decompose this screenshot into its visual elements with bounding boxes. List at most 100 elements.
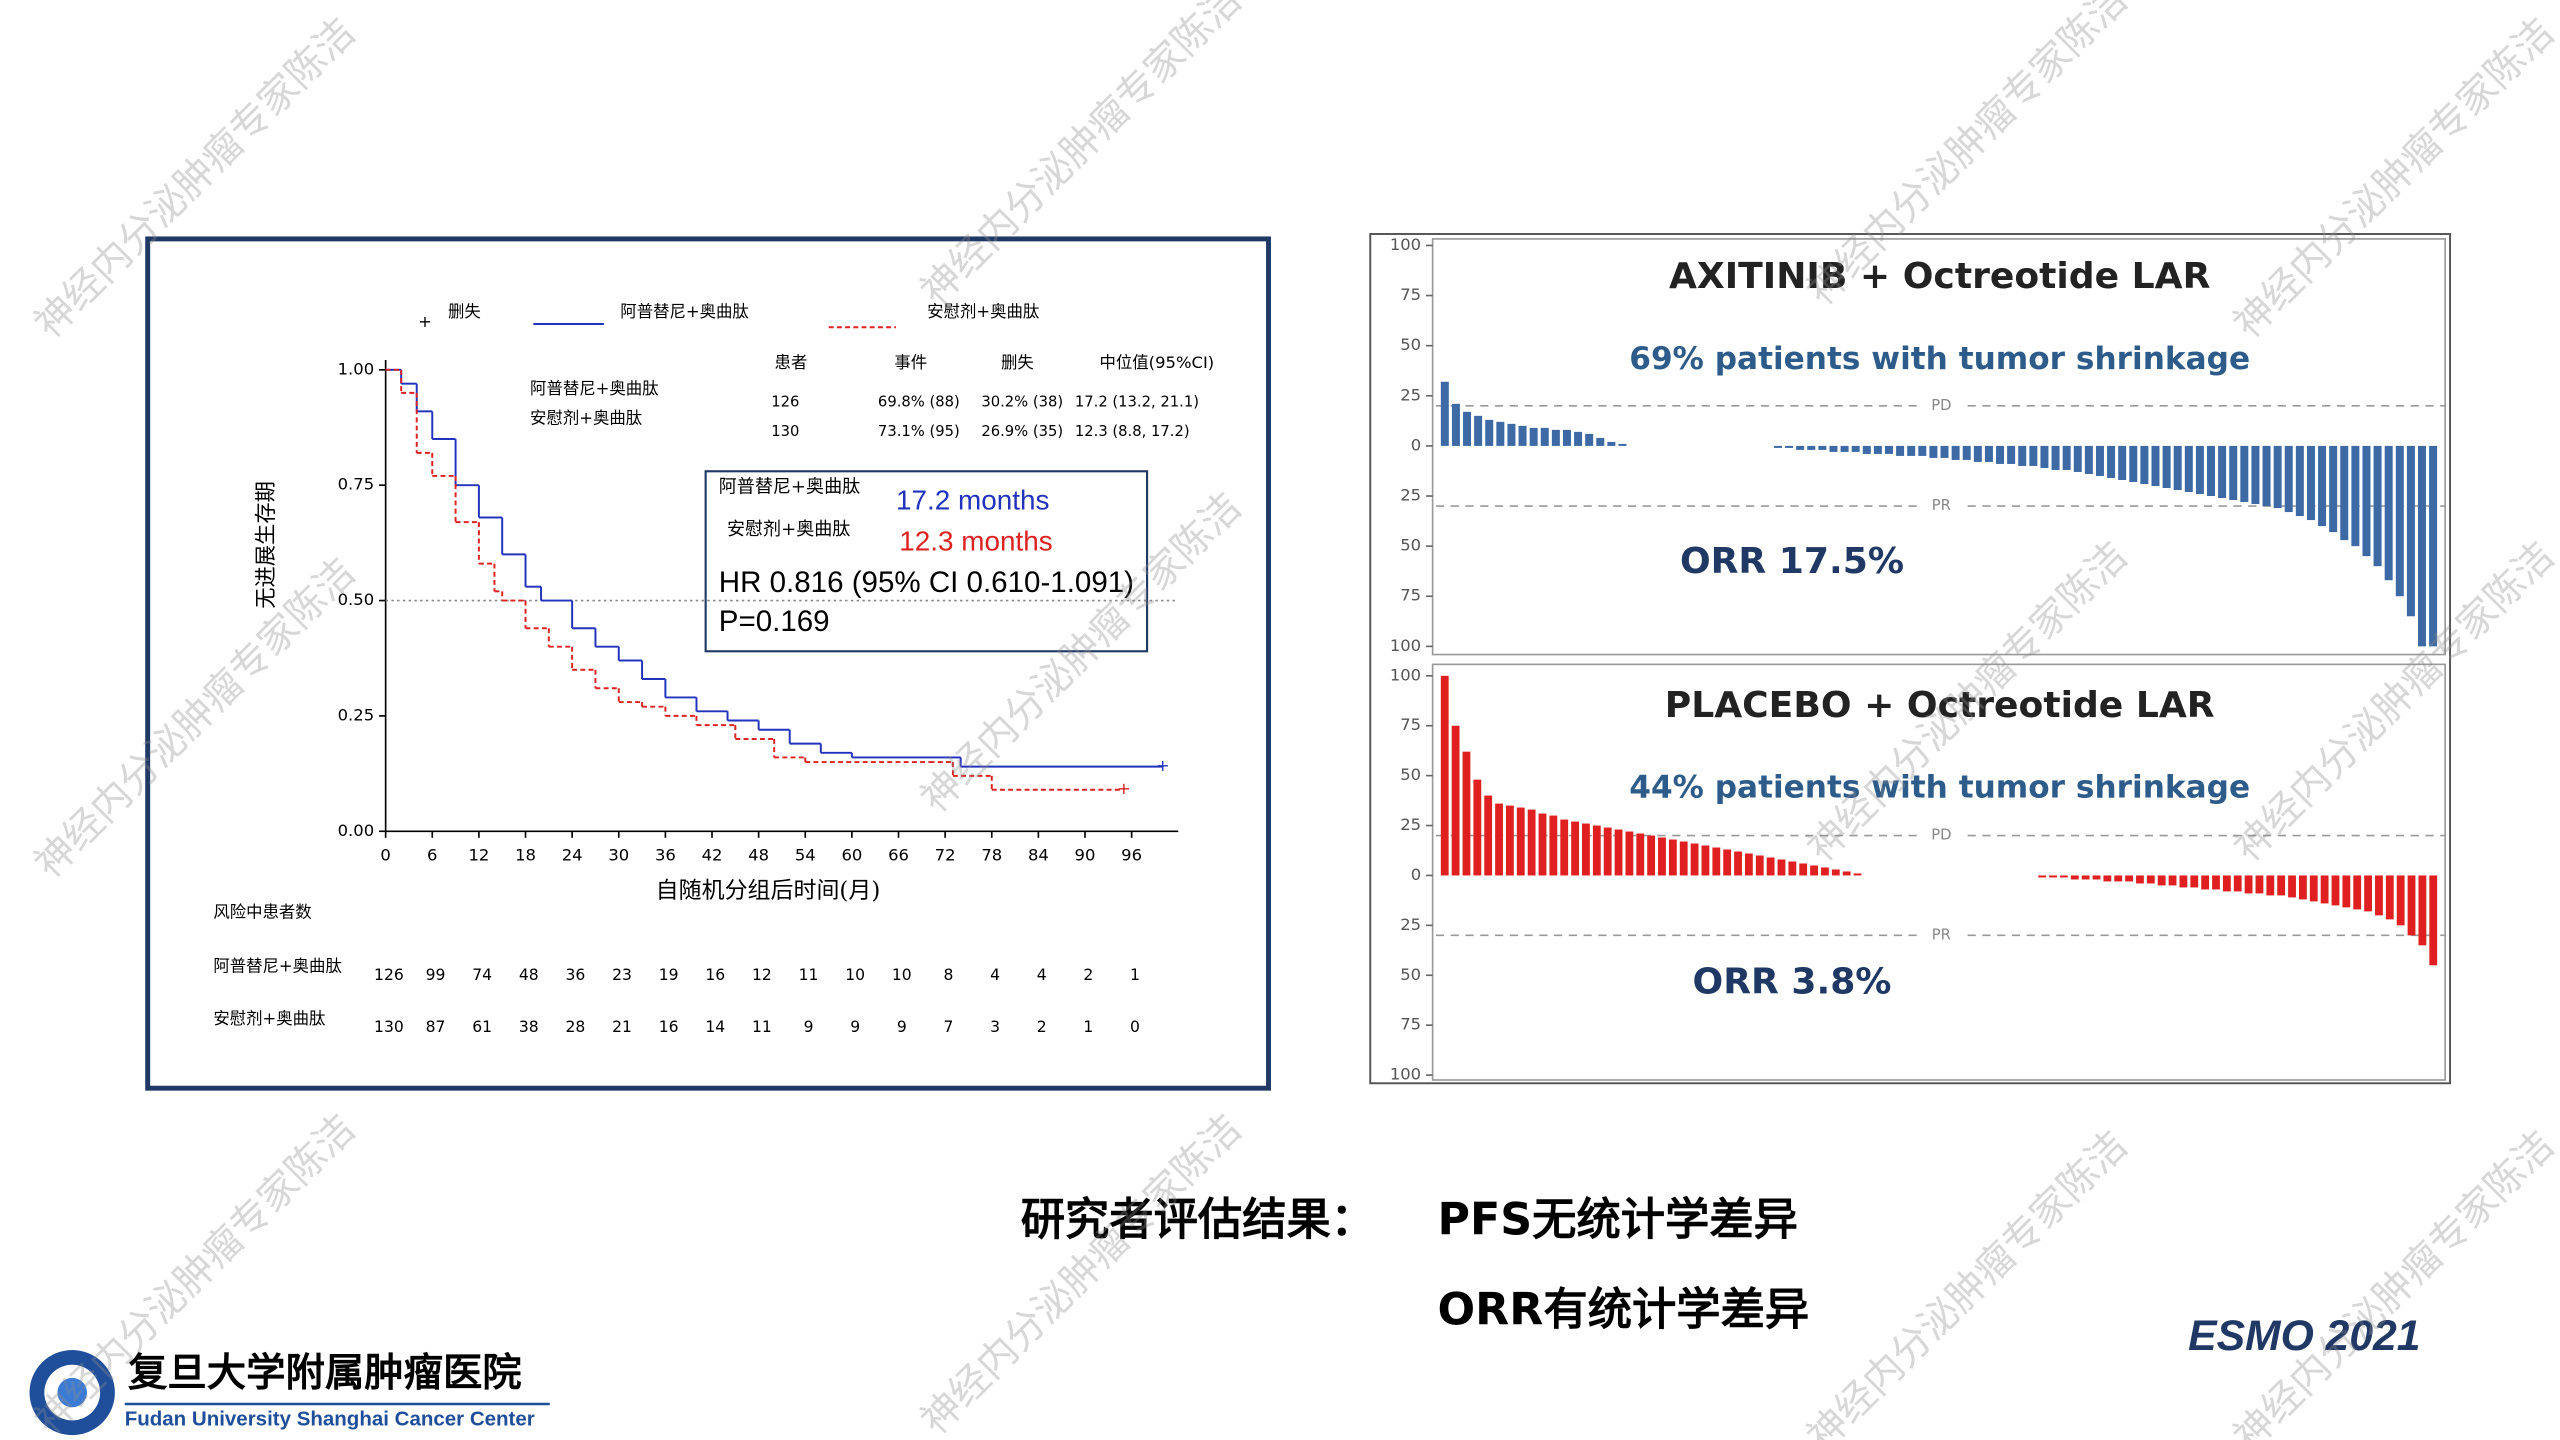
bar bbox=[1571, 821, 1579, 876]
reference-label: PR bbox=[1932, 497, 1951, 514]
bar bbox=[1929, 445, 1938, 458]
bar bbox=[2288, 875, 2296, 898]
bar bbox=[1951, 445, 1960, 460]
x-tick-label: 36 bbox=[655, 845, 676, 864]
bar bbox=[1962, 445, 1971, 460]
bar bbox=[1607, 441, 1616, 446]
bar bbox=[1551, 429, 1560, 446]
bar bbox=[2184, 445, 2193, 493]
bar bbox=[2218, 445, 2227, 499]
bar bbox=[2195, 445, 2204, 495]
x-tick-label: 54 bbox=[795, 845, 816, 864]
conference: ESMO 2021 bbox=[2188, 1312, 2420, 1360]
y-tick-label: 0.00 bbox=[338, 821, 375, 840]
legend-label: 删失 bbox=[448, 302, 481, 321]
bar bbox=[2129, 445, 2138, 482]
bar bbox=[2007, 445, 2016, 464]
legend-label: 安慰剂+奥曲肽 bbox=[927, 302, 1039, 321]
risk-count: 9 bbox=[804, 1018, 814, 1036]
y-tick-label: 75 bbox=[1400, 715, 1421, 734]
bar bbox=[1636, 833, 1645, 876]
x-tick-label: 66 bbox=[888, 845, 909, 864]
bar bbox=[1907, 445, 1916, 456]
table-header: 事件 bbox=[894, 353, 927, 372]
bar bbox=[2095, 445, 2104, 476]
bar bbox=[2151, 445, 2160, 486]
bar bbox=[1723, 849, 1732, 876]
y-tick-label: 0 bbox=[1411, 865, 1421, 884]
bar bbox=[1451, 403, 1460, 446]
bar bbox=[2429, 875, 2438, 966]
bar bbox=[2395, 445, 2404, 597]
table-cell: 73.1% (95) bbox=[878, 423, 960, 440]
risk-count: 0 bbox=[1130, 1018, 1140, 1036]
bar bbox=[1788, 861, 1797, 876]
y-tick-label: 0 bbox=[1411, 435, 1421, 454]
orr-annotation: ORR 17.5% bbox=[1680, 540, 1904, 582]
bar bbox=[1585, 433, 1594, 446]
bar bbox=[2309, 875, 2318, 902]
y-tick-label: 50 bbox=[1400, 965, 1421, 984]
bar bbox=[1614, 829, 1623, 876]
bar bbox=[1777, 859, 1786, 876]
bar bbox=[2262, 445, 2271, 507]
risk-count: 11 bbox=[799, 966, 819, 984]
bar bbox=[1873, 445, 1882, 454]
risk-row-label: 安慰剂+奥曲肽 bbox=[213, 1009, 325, 1028]
bar bbox=[1701, 845, 1710, 876]
bar bbox=[1821, 867, 1829, 876]
risk-count: 99 bbox=[426, 966, 446, 984]
waterfall-frame bbox=[1369, 233, 2452, 1085]
bar bbox=[1829, 445, 1838, 452]
bar bbox=[2029, 445, 2038, 466]
risk-title: 风险中患者数 bbox=[213, 903, 311, 922]
km-frame bbox=[145, 236, 1271, 1091]
bar bbox=[2364, 875, 2372, 912]
risk-count: 130 bbox=[374, 1018, 404, 1036]
bar bbox=[1560, 819, 1569, 876]
bar bbox=[2040, 445, 2049, 468]
bar bbox=[1690, 843, 1699, 876]
bar bbox=[2051, 445, 2060, 470]
table-cell: 130 bbox=[771, 423, 799, 440]
bar bbox=[1507, 423, 1516, 446]
bar bbox=[2233, 875, 2242, 892]
y-tick-label: 25 bbox=[1400, 815, 1421, 834]
risk-count: 1 bbox=[1083, 1018, 1093, 1036]
box-label: 阿普替尼+奥曲肽 bbox=[719, 477, 860, 498]
bar bbox=[1851, 445, 1860, 452]
bar bbox=[2373, 445, 2382, 567]
reference-label-bg bbox=[1920, 927, 1963, 944]
bar bbox=[1603, 827, 1612, 876]
bar bbox=[1529, 427, 1538, 446]
y-tick-label: 25 bbox=[1400, 915, 1421, 934]
bar bbox=[1658, 837, 1666, 876]
risk-count: 7 bbox=[943, 1018, 953, 1036]
bar bbox=[1496, 421, 1505, 446]
bar bbox=[2407, 875, 2416, 936]
risk-count: 48 bbox=[519, 966, 539, 984]
bar bbox=[1592, 825, 1601, 876]
bar bbox=[1440, 675, 1449, 876]
bar bbox=[2320, 875, 2329, 904]
logo-en: Fudan University Shanghai Cancer Center bbox=[125, 1408, 535, 1431]
risk-count: 14 bbox=[705, 1018, 725, 1036]
bar bbox=[2092, 875, 2101, 880]
bar bbox=[2118, 445, 2127, 480]
bar bbox=[1712, 847, 1721, 876]
risk-count: 61 bbox=[472, 1018, 492, 1036]
table-cell: 30.2% (38) bbox=[981, 394, 1063, 411]
bar bbox=[2384, 445, 2393, 581]
bar bbox=[2222, 875, 2231, 892]
bar bbox=[1918, 445, 1927, 456]
y-tick-label: 100 bbox=[1390, 636, 1421, 655]
table-cell: 69.8% (88) bbox=[878, 394, 960, 411]
censor-symbol: + bbox=[418, 312, 432, 331]
bar bbox=[2049, 875, 2057, 878]
bar bbox=[2340, 445, 2349, 541]
risk-count: 10 bbox=[892, 966, 912, 984]
annotation-box bbox=[704, 470, 1149, 653]
bar bbox=[2244, 875, 2253, 894]
y-tick-label: 50 bbox=[1400, 536, 1421, 555]
